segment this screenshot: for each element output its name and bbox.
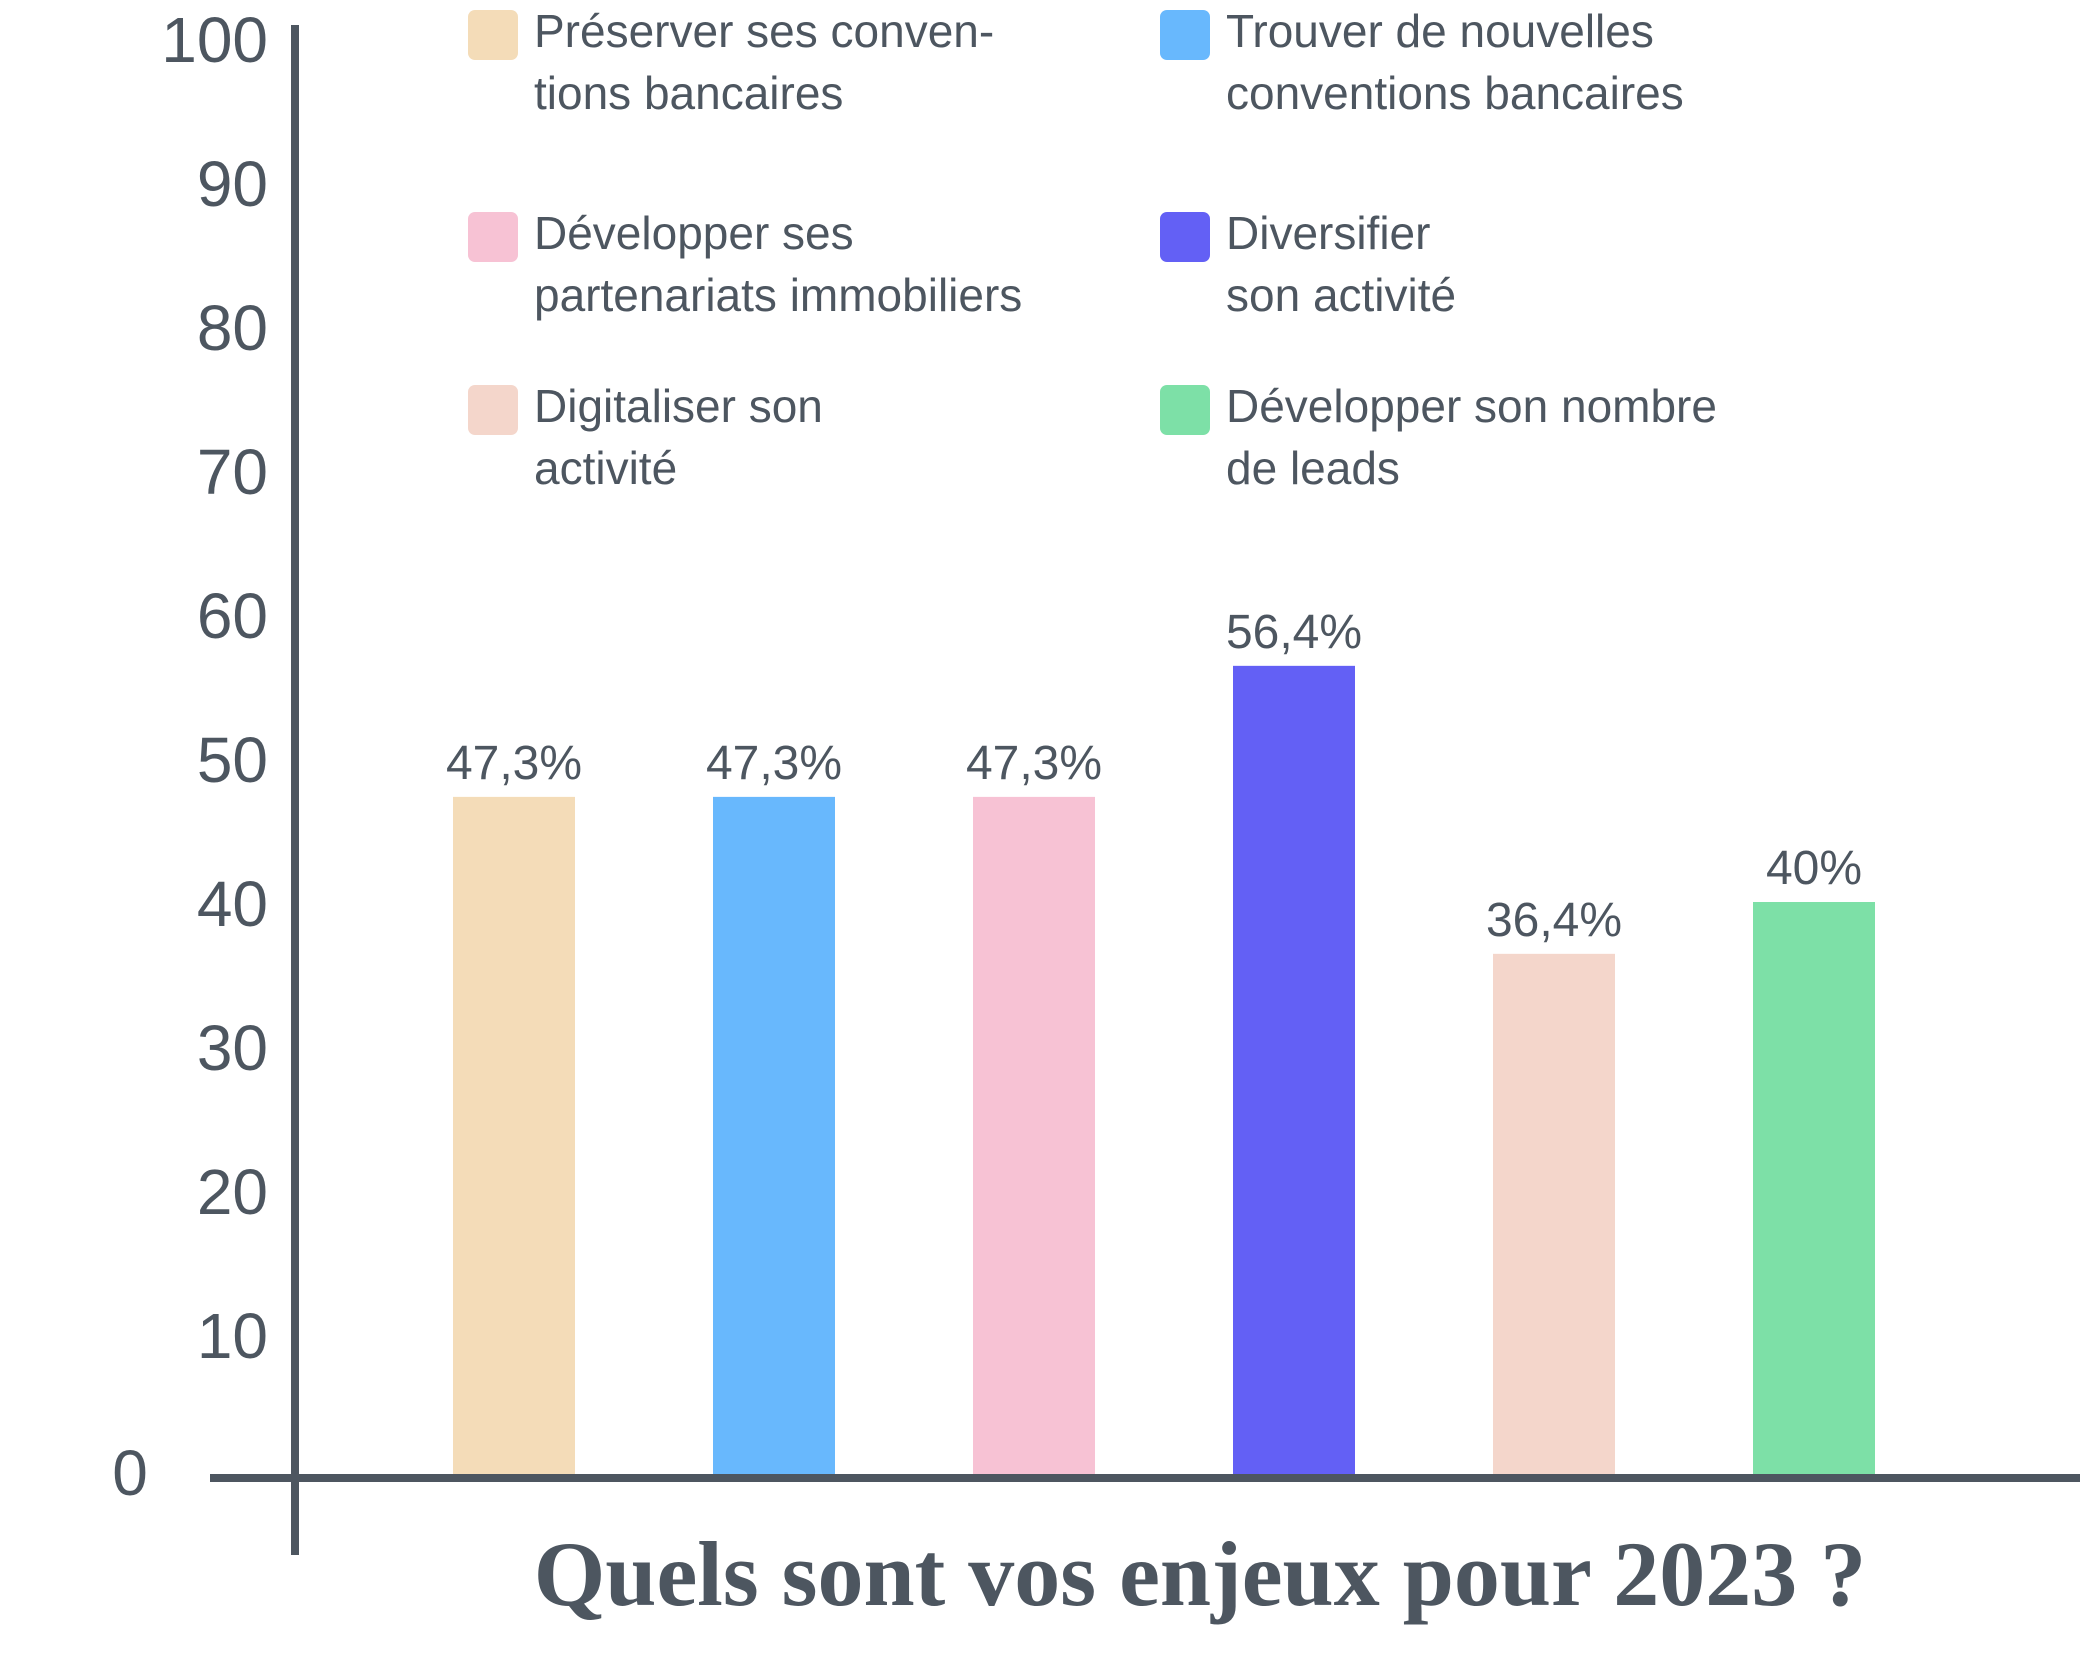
legend-swatch xyxy=(1160,10,1210,60)
bar-value-label: 56,4% xyxy=(1226,606,1362,659)
legend-item: Digitaliser son activité xyxy=(468,375,823,499)
y-tick-label: 80 xyxy=(197,292,268,364)
legend-swatch xyxy=(468,10,518,60)
y-tick-label: 50 xyxy=(197,724,268,796)
y-tick-label: 100 xyxy=(161,4,268,76)
legend-item: Diversifier son activité xyxy=(1160,202,1456,326)
bars xyxy=(453,665,1875,1474)
bar xyxy=(973,796,1095,1474)
legend-swatch xyxy=(468,385,518,435)
legend-label: Développer son nombre de leads xyxy=(1226,380,1717,494)
bar-value-label: 36,4% xyxy=(1486,894,1622,947)
legend-item: Développer ses partenariats immobiliers xyxy=(468,202,1022,326)
y-tick-label: 10 xyxy=(197,1300,268,1372)
legend-label: Digitaliser son activité xyxy=(534,380,823,494)
bar xyxy=(1753,902,1875,1474)
legend-item: Développer son nombre de leads xyxy=(1160,375,1717,499)
y-tick-label: 90 xyxy=(197,148,268,220)
y-tick-label: 20 xyxy=(197,1156,268,1228)
bar-value-label: 47,3% xyxy=(706,737,842,790)
y-tick-label: 70 xyxy=(197,436,268,508)
legend-label: Trouver de nouvelles conventions bancair… xyxy=(1226,5,1684,119)
data-labels: 47,3% 47,3% 47,3% 56,4% 36,4% 40% xyxy=(446,606,1862,947)
y-tick-label: 0 xyxy=(112,1437,148,1509)
chart-title: Quels sont vos enjeux pour 2023 ? xyxy=(534,1523,1866,1625)
bar-value-label: 47,3% xyxy=(446,737,582,790)
bar xyxy=(1493,953,1615,1474)
legend-swatch xyxy=(1160,385,1210,435)
bar xyxy=(453,796,575,1474)
legend-swatch xyxy=(468,212,518,262)
y-tick-label: 30 xyxy=(197,1012,268,1084)
legend-label: Préserver ses conven- tions bancaires xyxy=(534,5,995,119)
y-axis-ticks: 0 10 20 30 40 50 60 70 80 90 100 xyxy=(112,4,268,1509)
y-tick-label: 60 xyxy=(197,580,268,652)
bar-value-label: 47,3% xyxy=(966,737,1102,790)
bar xyxy=(713,796,835,1474)
legend-label: Diversifier son activité xyxy=(1226,207,1457,321)
bar xyxy=(1233,665,1355,1474)
legend-item: Trouver de nouvelles conventions bancair… xyxy=(1160,0,1684,124)
legend-swatch xyxy=(1160,212,1210,262)
legend-item: Préserver ses conven- tions bancaires xyxy=(468,0,994,124)
legend-label: Développer ses partenariats immobiliers xyxy=(534,207,1023,321)
bar-value-label: 40% xyxy=(1766,842,1862,895)
y-tick-label: 40 xyxy=(197,868,268,940)
